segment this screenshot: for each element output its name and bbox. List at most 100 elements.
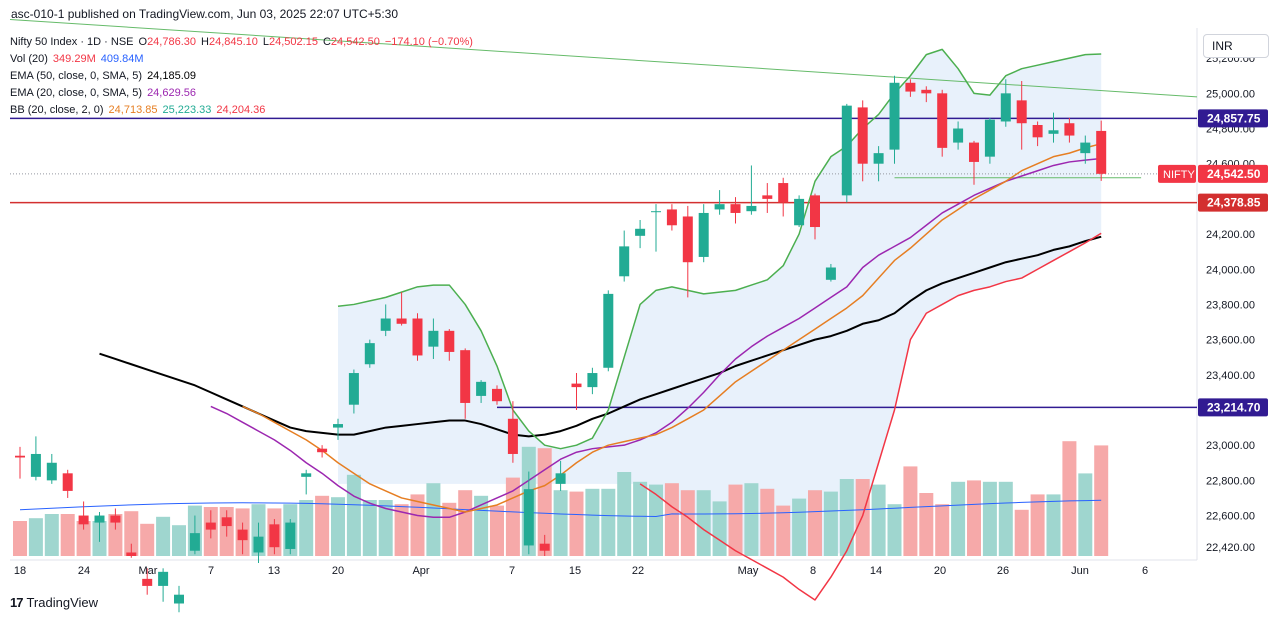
volume-bar [362,500,377,556]
candle-body [46,462,57,481]
candle-body [539,543,550,551]
candle-body [348,373,359,405]
symbol-title[interactable]: Nifty 50 Index · 1D · NSE [10,36,134,48]
bb-upper-line [337,48,1102,450]
candle-body [746,205,757,212]
tradingview-name: TradingView [26,595,99,610]
chart-legend: Nifty 50 Index · 1D · NSE O24,786.30 H24… [10,34,473,119]
volume-bar [664,483,679,556]
volume-bar [617,472,632,556]
candle-body [158,571,169,586]
volume-bar [792,498,807,556]
volume-bar [808,490,822,556]
candle-body [651,211,661,213]
volume-bar [1046,494,1061,556]
tradingview-logo[interactable]: 17 TradingView [10,595,98,610]
volume-bar [108,514,123,556]
volume-bar [1078,473,1093,556]
tag-24378-box [1198,193,1268,212]
price-tick-label: 22,600.00 [1206,511,1255,523]
price-tick-label: 25,000.00 [1206,88,1255,100]
candle-body [555,473,566,484]
volume-bar [442,502,457,556]
tradingview-mark-icon: 17 [10,595,24,610]
candle-body [603,293,614,368]
bb-upper-value: 25,223.33 [162,104,212,116]
ohlc-open: O24,786.30 [138,36,197,48]
candle-body [810,195,820,228]
volume-bar [776,505,791,556]
candle-body [921,89,932,94]
ema50-value: 24,185.09 [147,70,196,82]
candle-body [698,212,709,257]
candle-body [984,119,995,157]
candle-body [873,153,884,164]
volume-bar [28,518,43,556]
volume-bar [331,497,345,556]
volume-bar [60,514,75,556]
time-tick-label: Apr [412,565,429,577]
volume-bar [76,521,91,556]
candle-body [269,524,280,548]
candle-body [905,82,916,92]
legend-ema20-row[interactable]: EMA (20, close, 0, SMA, 5) 24,629.56 [10,85,473,102]
candle-body [30,453,41,477]
candle-body [507,418,518,454]
price-tick-label: 23,800.00 [1206,299,1255,311]
bb-lower-value: 24,204.36 [216,104,266,116]
candle-body [301,473,312,477]
price-tick-label: 24,000.00 [1206,264,1255,276]
volume-bar [426,483,441,556]
candle-body [937,93,948,148]
time-tick-label: 6 [1142,565,1148,577]
time-tick-label: Jun [1071,565,1089,577]
volume-bar [140,523,155,556]
price-tick-label: 22,800.00 [1206,475,1255,487]
volume-bar [124,511,139,556]
volume-bar [649,484,663,556]
volume-bar [712,501,727,556]
candle-body [444,330,455,352]
nifty-label-text: NIFTY [1163,169,1195,181]
time-tick-label: May [738,565,759,577]
time-tick-label: 13 [268,565,280,577]
candle-body [237,529,248,541]
volume-bar [410,494,425,556]
tag-nifty-price-text: 24,542.50 [1207,167,1261,181]
volume-bar [394,504,409,556]
tag-23214-box [1198,398,1268,417]
volume-bar [728,484,743,556]
tag-24857-text: 24,857.75 [1207,111,1261,125]
time-tick-label: 26 [997,565,1009,577]
candle-body [333,424,343,428]
candle-body [1064,123,1075,136]
ema50-label: EMA (50, close, 0, SMA, 5) [10,70,143,82]
price-tick-label: 23,600.00 [1206,335,1255,347]
legend-ema50-row[interactable]: EMA (50, close, 0, SMA, 5) 24,185.09 [10,68,473,85]
legend-vol-row[interactable]: Vol (20) 349.29M 409.84M [10,51,473,68]
candle-body [730,204,741,213]
volume-ma-line [19,499,1102,518]
volume-bar [378,500,393,556]
volume-bar [601,488,616,556]
legend-symbol-row: Nifty 50 Index · 1D · NSE O24,786.30 H24… [10,34,473,51]
currency-button[interactable]: INR [1203,34,1269,58]
candle-body [825,267,836,280]
candle-body [571,383,582,388]
volume-bar [1062,441,1077,556]
legend-bb-row[interactable]: BB (20, close, 2, 0) 24,713.85 25,223.33… [10,102,473,119]
ema20-label: EMA (20, close, 0, SMA, 5) [10,87,143,99]
candle-body [635,228,646,236]
volume-bar [887,504,902,556]
candle-body [253,536,264,553]
volume-bar [871,484,886,556]
candle-body [619,246,630,277]
volume-bar [1014,509,1029,556]
volume-bar [935,504,950,556]
ohlc-low: L24,502.15 [262,36,318,48]
candle-body [285,522,296,549]
tag-nifty-price-box [1198,164,1268,183]
time-tick-label: 20 [332,565,344,577]
